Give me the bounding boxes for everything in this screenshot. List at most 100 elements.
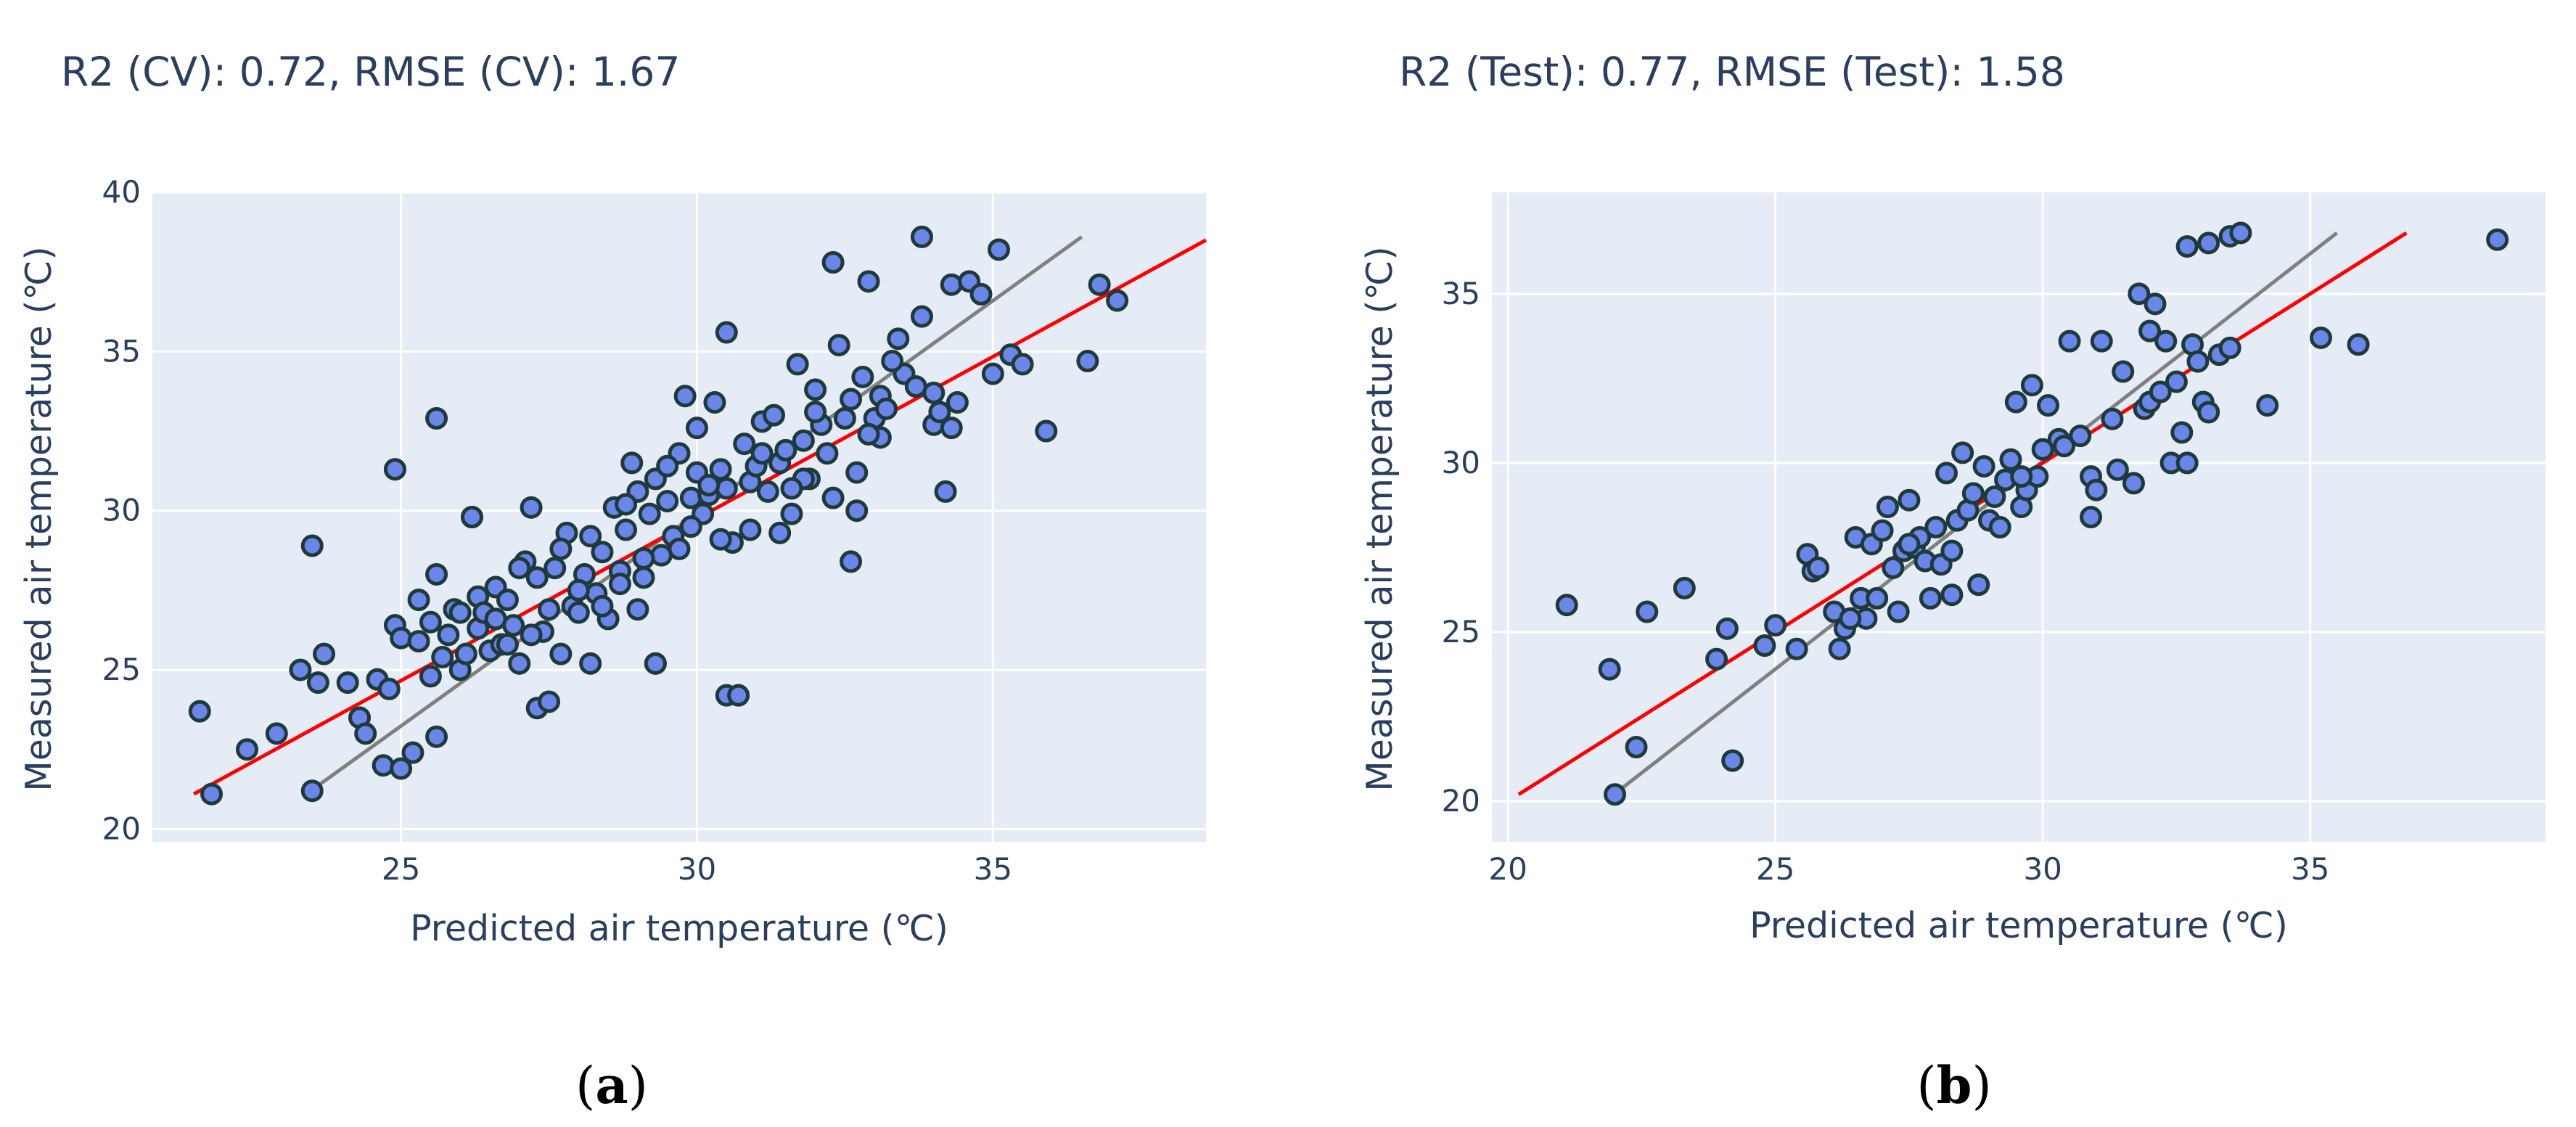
data-point (1887, 600, 1910, 623)
data-point (615, 493, 638, 516)
data-point (372, 754, 395, 777)
data-point (774, 438, 797, 462)
data-point (2010, 465, 2033, 488)
data-point (1764, 614, 1787, 637)
data-point (1924, 515, 1948, 538)
data-point (1972, 455, 1995, 478)
data-point (821, 251, 845, 274)
data-point (2122, 472, 2145, 495)
data-point (2218, 336, 2241, 359)
y-tick-labels: 20 25 30 35 40 (102, 174, 141, 846)
data-point (2256, 394, 2279, 417)
data-point (431, 646, 454, 669)
data-point (881, 350, 904, 373)
data-point (200, 782, 223, 806)
y-tick-label: 25 (1442, 614, 1480, 649)
data-point (591, 541, 614, 564)
x-axis-label: Predicted air temperature (℃) (410, 908, 948, 949)
data-point (1882, 556, 1905, 579)
y-gridlines (152, 191, 1206, 830)
scatter-points (188, 225, 1129, 806)
x-tick-labels: 20 25 30 35 (1488, 851, 2329, 887)
data-point (390, 626, 413, 649)
data-point (1919, 586, 1942, 610)
data-point (679, 515, 702, 538)
data-point (833, 406, 856, 430)
data-point (520, 623, 543, 647)
data-point (1076, 350, 1099, 373)
data-point (756, 480, 779, 503)
data-point (579, 525, 602, 548)
data-point (188, 700, 211, 723)
data-point (981, 362, 1004, 385)
data-point (638, 502, 661, 525)
data-point (792, 429, 815, 452)
data-point (910, 305, 933, 328)
data-point (425, 725, 448, 748)
data-point (236, 738, 259, 761)
chart-title: R2 (CV): 0.72, RMSE (CV): 1.67 (61, 49, 680, 95)
data-point (644, 652, 667, 675)
data-point (1935, 462, 1958, 485)
data-point (626, 598, 649, 621)
data-point (1625, 735, 1648, 758)
data-point (407, 589, 430, 612)
data-point (508, 652, 531, 675)
data-point (2149, 380, 2172, 403)
data-point (2197, 401, 2220, 424)
y-axis-label: Measured air temperature (℃) (18, 246, 60, 791)
data-point (2128, 282, 2151, 306)
data-point (419, 665, 442, 688)
data-point (910, 225, 933, 248)
data-point (940, 273, 963, 296)
data-point (390, 757, 413, 780)
data-point (656, 490, 679, 513)
data-point (2138, 319, 2162, 343)
data-point (1604, 783, 1627, 806)
data-point (437, 623, 460, 647)
data-point (733, 433, 756, 456)
data-point (1839, 607, 1862, 630)
data-point (804, 401, 827, 424)
data-point (875, 397, 898, 420)
data-point (2175, 235, 2199, 258)
data-point (579, 652, 602, 675)
data-point (2058, 329, 2081, 353)
data-point (1011, 353, 1034, 376)
data-point (656, 454, 679, 478)
data-point (2229, 221, 2252, 245)
y-tick-label: 25 (102, 652, 141, 687)
data-point (549, 537, 573, 560)
data-point (1828, 637, 1851, 660)
data-point (1035, 419, 1058, 443)
data-point (668, 537, 691, 560)
data-point (2144, 292, 2167, 316)
data-point (460, 506, 483, 528)
data-point (401, 741, 424, 764)
data-point (739, 518, 762, 541)
data-point (615, 518, 638, 541)
data-point (1871, 519, 1894, 542)
data-point (2154, 329, 2178, 353)
y-tick-label: 35 (1442, 276, 1480, 311)
data-point (1951, 441, 1974, 464)
data-point (715, 477, 738, 500)
data-point (780, 502, 803, 525)
y-tick-label: 20 (1442, 783, 1480, 819)
data-point (567, 601, 590, 624)
data-point (2309, 326, 2332, 349)
data-point (496, 589, 519, 612)
data-point (709, 458, 732, 481)
data-point (2106, 458, 2129, 481)
data-point (1988, 515, 2011, 538)
data-point (2069, 425, 2092, 448)
data-point (851, 365, 874, 388)
data-point (1898, 533, 1921, 556)
data-point (768, 521, 792, 544)
data-point (549, 642, 573, 665)
data-point (2175, 451, 2199, 475)
data-point (2165, 370, 2188, 393)
data-point (454, 642, 477, 665)
data-point (620, 451, 644, 475)
